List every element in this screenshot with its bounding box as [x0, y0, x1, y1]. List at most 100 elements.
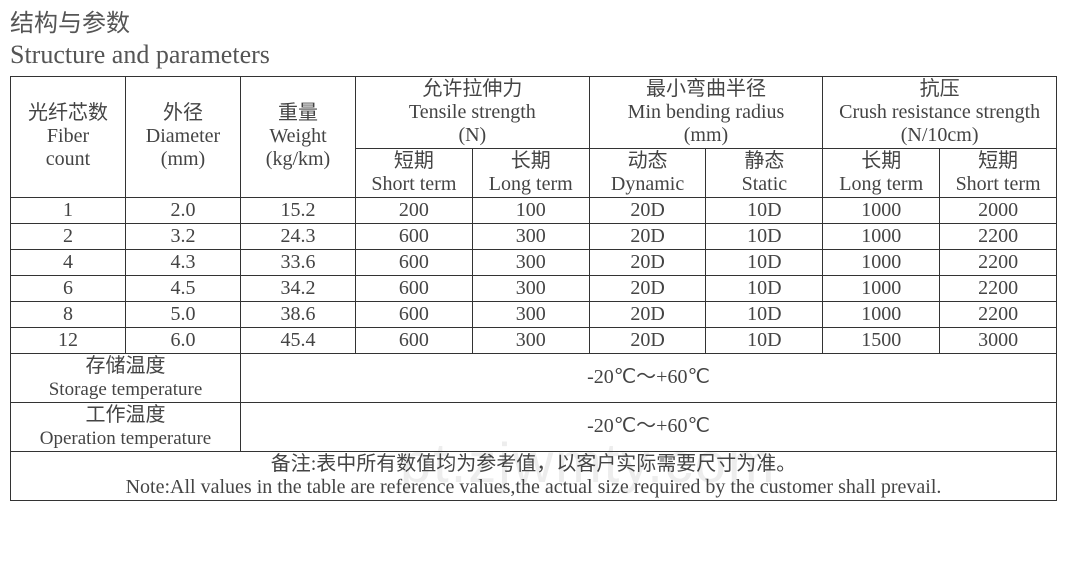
hdr-wt-en: Weight [269, 125, 326, 147]
hdr-tensile-short: 短期 Short term [356, 148, 473, 197]
header-row-1: 光纤芯数 Fiber count 外径 Diameter (mm) 重量 Wei… [11, 76, 1057, 148]
note-cell: 备注:表中所有数值均为参考值，以客户实际需要尺寸为准。 Note:All val… [11, 451, 1057, 500]
table-cell: 2000 [940, 197, 1057, 223]
table-cell: 10D [706, 327, 823, 353]
hdr-dia-en: Diameter [146, 125, 220, 147]
table-cell: 6.0 [126, 327, 241, 353]
table-cell: 6 [11, 275, 126, 301]
table-cell: 12 [11, 327, 126, 353]
title-cn: 结构与参数 [10, 10, 1057, 39]
table-cell: 10D [706, 301, 823, 327]
table-cell: 1 [11, 197, 126, 223]
table-cell: 20D [589, 327, 706, 353]
table-cell: 300 [472, 301, 589, 327]
storage-label: 存储温度 Storage temperature [11, 353, 241, 402]
table-cell: 3000 [940, 327, 1057, 353]
table-cell: 2200 [940, 249, 1057, 275]
table-cell: 10D [706, 197, 823, 223]
table-cell: 300 [472, 249, 589, 275]
table-cell: 10D [706, 223, 823, 249]
table-cell: 2200 [940, 223, 1057, 249]
hdr-fiber-cn: 光纤芯数 [28, 102, 108, 124]
hdr-cl-cn: 长期 [861, 150, 901, 172]
hdr-bend-unit: (mm) [684, 124, 728, 146]
hdr-bend-stat: 静态 Static [706, 148, 823, 197]
operation-cn: 工作温度 [86, 404, 166, 426]
table-cell: 300 [472, 327, 589, 353]
hdr-fiber-en1: Fiber [47, 125, 89, 147]
hdr-tl-cn: 长期 [511, 150, 551, 172]
table-cell: 2.0 [126, 197, 241, 223]
hdr-wt-cn: 重量 [278, 102, 318, 124]
table-cell: 33.6 [241, 249, 356, 275]
table-cell: 20D [589, 223, 706, 249]
hdr-cs-cn: 短期 [978, 150, 1018, 172]
table-cell: 8 [11, 301, 126, 327]
table-row: 126.045.460030020D10D15003000 [11, 327, 1057, 353]
hdr-bend-cn: 最小弯曲半径 [646, 78, 766, 100]
table-cell: 600 [356, 275, 473, 301]
hdr-dia-cn: 外径 [163, 102, 203, 124]
operation-en: Operation temperature [40, 428, 211, 449]
table-cell: 600 [356, 327, 473, 353]
hdr-weight: 重量 Weight (kg/km) [241, 76, 356, 197]
storage-cn: 存储温度 [86, 355, 166, 377]
table-cell: 100 [472, 197, 589, 223]
table-cell: 3.2 [126, 223, 241, 249]
table-cell: 10D [706, 249, 823, 275]
hdr-crush-long: 长期 Long term [823, 148, 940, 197]
table-cell: 34.2 [241, 275, 356, 301]
hdr-crush-en: Crush resistance strength [839, 101, 1040, 123]
table-cell: 5.0 [126, 301, 241, 327]
hdr-fiber: 光纤芯数 Fiber count [11, 76, 126, 197]
hdr-tensile-unit: (N) [458, 124, 486, 146]
hdr-tensile-long: 长期 Long term [472, 148, 589, 197]
table-cell: 1000 [823, 301, 940, 327]
hdr-bend-dyn: 动态 Dynamic [589, 148, 706, 197]
table-cell: 20D [589, 301, 706, 327]
title-en: Structure and parameters [10, 39, 1057, 70]
table-cell: 24.3 [241, 223, 356, 249]
table-cell: 600 [356, 223, 473, 249]
table-cell: 300 [472, 223, 589, 249]
table-cell: 1000 [823, 197, 940, 223]
storage-value: -20℃～+60℃ [241, 353, 1057, 402]
hdr-bend-en: Min bending radius [628, 101, 785, 123]
table-cell: 20D [589, 197, 706, 223]
table-cell: 1000 [823, 223, 940, 249]
hdr-tl-en: Long term [489, 173, 573, 195]
table-cell: 20D [589, 275, 706, 301]
table-row: 12.015.220010020D10D10002000 [11, 197, 1057, 223]
table-cell: 1500 [823, 327, 940, 353]
table-row: 44.333.660030020D10D10002200 [11, 249, 1057, 275]
table-cell: 200 [356, 197, 473, 223]
table-row: 64.534.260030020D10D10002200 [11, 275, 1057, 301]
table-cell: 10D [706, 275, 823, 301]
table-cell: 38.6 [241, 301, 356, 327]
table-cell: 300 [472, 275, 589, 301]
hdr-dia-unit: (mm) [161, 148, 205, 170]
note-cn: 备注:表中所有数值均为参考值，以客户实际需要尺寸为准。 [271, 453, 797, 475]
operation-label: 工作温度 Operation temperature [11, 402, 241, 451]
table-cell: 4.5 [126, 275, 241, 301]
hdr-wt-unit: (kg/km) [266, 148, 330, 170]
storage-en: Storage temperature [49, 379, 203, 400]
hdr-tensile-en: Tensile strength [409, 101, 536, 123]
table-cell: 4.3 [126, 249, 241, 275]
hdr-crush-short: 短期 Short term [940, 148, 1057, 197]
table-cell: 1000 [823, 249, 940, 275]
hdr-tensile: 允许拉伸力 Tensile strength (N) [356, 76, 590, 148]
hdr-ts-cn: 短期 [394, 150, 434, 172]
operation-row: 工作温度 Operation temperature -20℃～+60℃ [11, 402, 1057, 451]
hdr-cs-en: Short term [956, 173, 1041, 195]
hdr-bd-cn: 动态 [628, 150, 668, 172]
note-en: Note:All values in the table are referen… [126, 476, 942, 498]
table-cell: 45.4 [241, 327, 356, 353]
table-cell: 2200 [940, 301, 1057, 327]
table-cell: 600 [356, 249, 473, 275]
table-cell: 20D [589, 249, 706, 275]
table-cell: 1000 [823, 275, 940, 301]
hdr-bs-en: Static [742, 173, 788, 195]
table-cell: 4 [11, 249, 126, 275]
operation-value: -20℃～+60℃ [241, 402, 1057, 451]
